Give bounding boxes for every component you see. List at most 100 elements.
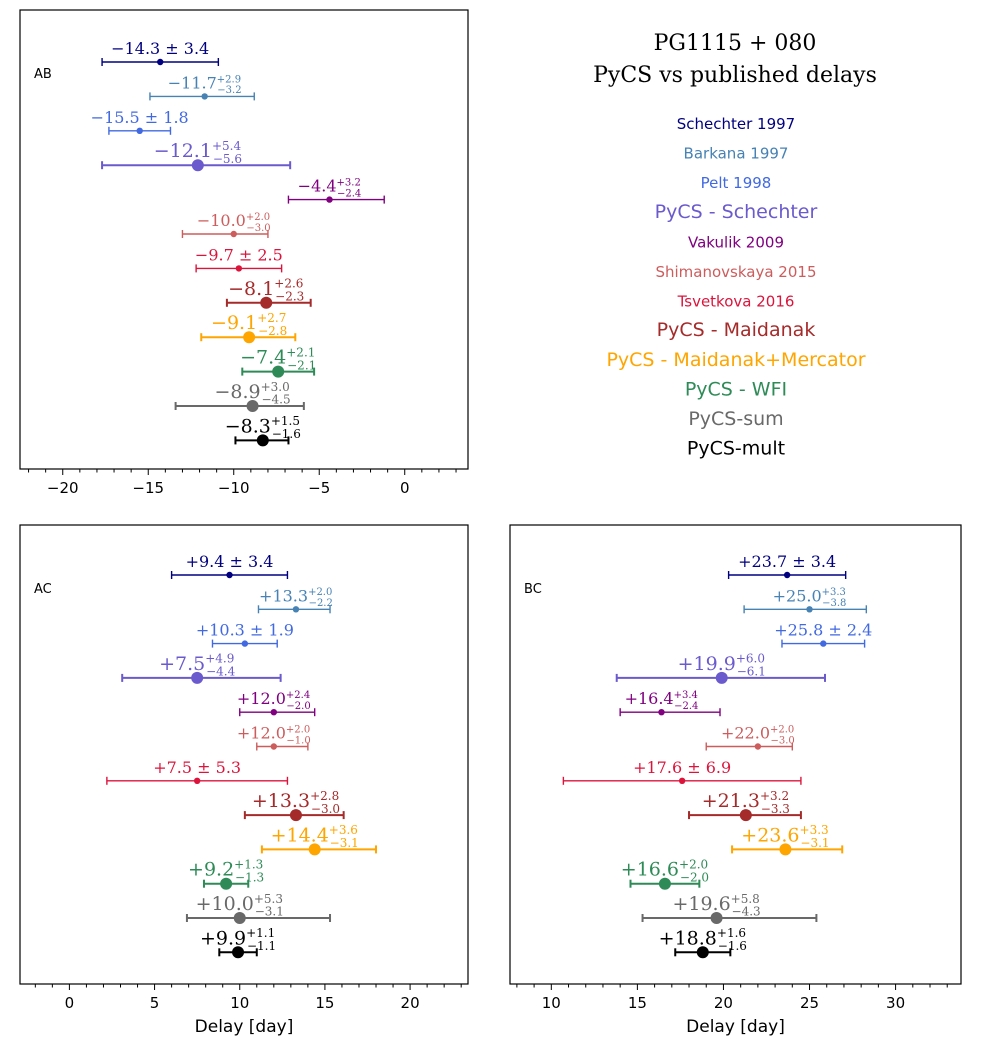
legend-entry: Schechter 1997 (677, 115, 795, 133)
value-label: −8.3+1.5 −1.6 (225, 414, 301, 441)
value-label: −8.9+3.0 −4.5 (214, 380, 290, 407)
x-tick-label: 5 (150, 994, 160, 1012)
data-point-marker (270, 743, 278, 750)
value-label: +13.3+2.0 −2.2 (259, 586, 333, 609)
data-point-marker (696, 946, 709, 959)
errorbar-point: −11.7+2.9 −3.2 (149, 73, 255, 101)
errorbar-point: +18.8+1.6 −1.6 (659, 926, 747, 959)
data-point-marker (235, 265, 243, 272)
legend-entry: Vakulik 2009 (688, 233, 784, 251)
data-point-marker (783, 571, 791, 579)
x-tick-label: 10 (230, 994, 249, 1012)
panel-label: AB (34, 67, 52, 82)
legend-entry: Tsvetkova 2016 (677, 293, 795, 311)
value-label: −8.1+2.6 −2.3 (228, 277, 304, 304)
data-point-marker (715, 671, 728, 684)
plot-frame (19, 524, 469, 985)
errorbar-point: +9.4 ± 3.4 (170, 552, 289, 579)
value-label: +13.3+2.8 −3.0 (252, 789, 340, 816)
value-label: −9.1+2.7 −2.8 (211, 311, 287, 338)
legend-entry: PyCS - Maidanak (657, 319, 816, 341)
x-tick-label: 0 (400, 479, 410, 497)
data-point-marker (201, 93, 208, 100)
plot-frame (509, 524, 962, 985)
legend-entry: PyCS-mult (687, 438, 785, 460)
figure-title: PG1115 + 080 PyCS vs published delays (593, 31, 877, 88)
x-tick-label: 20 (714, 994, 733, 1012)
legend-entry: Pelt 1998 (701, 174, 772, 192)
data-point-marker (193, 777, 201, 784)
errorbar-point: +7.5+4.9 −4.4 (121, 652, 282, 684)
data-point-marker (191, 671, 204, 684)
data-point-marker (136, 127, 143, 134)
figure-title-line2: PyCS vs published delays (593, 63, 877, 88)
data-point-marker (230, 230, 237, 238)
data-point-marker (779, 843, 792, 856)
data-point-marker (260, 296, 273, 309)
errorbar-point: −8.1+2.6 −2.3 (225, 277, 312, 309)
errorbar-point: −12.1+5.4 −5.6 (101, 139, 292, 172)
value-label: +10.0+5.3 −3.1 (196, 892, 284, 919)
x-axis-label: Delay [day] (686, 1017, 785, 1037)
value-label: −14.3 ± 3.4 (111, 39, 209, 58)
errorbar-point: +12.0+2.0 −1.0 (237, 724, 311, 751)
value-label: +10.3 ± 1.9 (196, 621, 294, 640)
value-label: +9.9+1.1 −1.1 (200, 926, 276, 953)
data-point-marker (678, 777, 686, 784)
x-tick-label: 15 (315, 994, 334, 1012)
errorbar-point: +13.3+2.0 −2.2 (257, 586, 333, 614)
x-axis-label: Delay [day] (195, 1017, 294, 1037)
x-tick-label: −20 (47, 479, 79, 497)
value-label: +19.6+5.8 −4.3 (672, 892, 760, 919)
value-label: +23.7 ± 3.4 (738, 552, 836, 571)
data-point-marker (289, 809, 302, 822)
data-point-marker (292, 606, 300, 613)
data-point-marker (326, 196, 333, 203)
errorbar-point: +7.5 ± 5.3 (106, 758, 289, 785)
legend-entry: Barkana 1997 (684, 145, 789, 163)
value-label: −15.5 ± 1.8 (91, 108, 189, 127)
value-label: +23.6+3.3 −3.1 (741, 823, 829, 850)
data-point-marker (191, 159, 204, 172)
x-tick-label: 30 (886, 994, 905, 1012)
data-point-marker (243, 331, 256, 344)
errorbar-point: +10.0+5.3 −3.1 (185, 892, 332, 924)
errorbar-point: −8.9+3.0 −4.5 (174, 380, 305, 412)
value-label: −4.4+3.2 −2.4 (298, 177, 362, 200)
data-point-marker (710, 912, 723, 924)
value-label: +22.0+2.0 −3.0 (721, 724, 795, 747)
errorbar-point: +16.6+2.0 −2.0 (621, 857, 709, 890)
panel-ab: −20 −15 −10 −5 0 AB −14.3 ± 3.4 −11.7+2.9 −3.2 −1… (19, 9, 469, 497)
value-label: +7.5 ± 5.3 (153, 758, 241, 777)
value-label: −9.7 ± 2.5 (195, 245, 283, 264)
value-label: +16.6+2.0 −2.0 (621, 857, 709, 884)
data-point-marker (246, 400, 259, 412)
errorbar-point: +25.8 ± 2.4 (774, 621, 872, 648)
value-label: +12.0+2.0 −1.0 (237, 724, 311, 747)
errorbar-point: +23.6+3.3 −3.1 (731, 823, 844, 856)
legend: Schechter 1997 Barkana 1997 Pelt 1998 PyCS … (606, 115, 865, 460)
x-tick-label: 15 (628, 994, 647, 1012)
value-label: +7.5+4.9 −4.4 (159, 652, 236, 679)
value-label: −7.4+2.1 −2.1 (240, 345, 316, 372)
value-label: −10.0+2.0 −3.0 (197, 211, 271, 234)
plot-frame (19, 9, 469, 470)
value-label: +17.6 ± 6.9 (633, 758, 731, 777)
errorbar-point: +9.9+1.1 −1.1 (200, 926, 276, 959)
errorbar-point: −9.1+2.7 −2.8 (200, 311, 297, 344)
value-label: +21.3+3.2 −3.3 (702, 789, 790, 816)
data-point-marker (308, 843, 321, 856)
data-point-marker (272, 365, 285, 378)
x-tick-label: 10 (542, 994, 561, 1012)
errorbar-point: +19.6+5.8 −4.3 (641, 892, 818, 924)
data-point-marker (233, 912, 246, 924)
x-tick-label: −5 (308, 479, 330, 497)
errorbar-point: +21.3+3.2 −3.3 (688, 789, 802, 822)
value-label: −12.1+5.4 −5.6 (154, 139, 242, 166)
panel-bc: 10 15 20 25 30 Delay [day] BC +23.7 ± 3.4 +25.0+… (509, 524, 962, 1037)
errorbar-point: −4.4+3.2 −2.4 (287, 177, 385, 204)
data-point-marker (658, 877, 671, 890)
data-point-marker (220, 877, 233, 890)
errorbar-point: +17.6 ± 6.9 (562, 758, 802, 785)
